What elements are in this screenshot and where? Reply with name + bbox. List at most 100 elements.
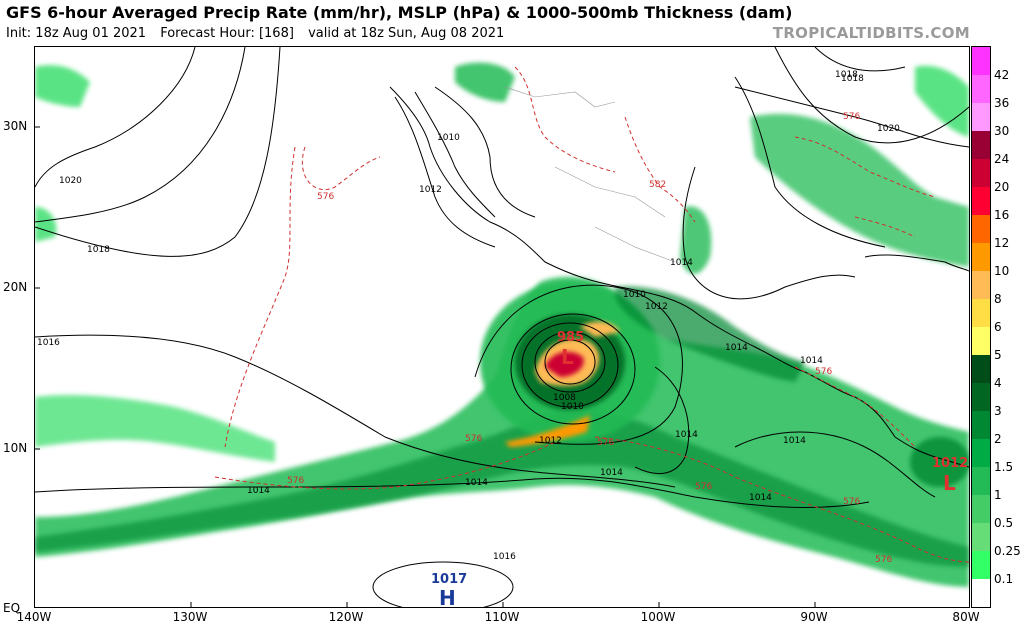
isobar-label: 1014: [465, 478, 488, 488]
isobar-label: 1012: [539, 436, 562, 446]
precip-band-west: [35, 395, 275, 462]
colorbar-label: 1: [994, 488, 1002, 502]
lat-label-30n: 30N: [3, 119, 28, 133]
colorbar-label: 5: [994, 348, 1002, 362]
thickness-label: 576: [465, 434, 482, 444]
isobar-label: 1016: [37, 338, 60, 348]
colorbar-label: 6: [994, 320, 1002, 334]
colorbar-label: 4: [994, 376, 1002, 390]
isobar-label: 1014: [600, 468, 623, 478]
precip-hurricane-north: [580, 321, 620, 337]
colorbar-swatch: [972, 215, 990, 243]
colorbar-swatch: [972, 103, 990, 131]
mexico-state-border-1: [554, 166, 666, 218]
lat-label-10n: 10N: [3, 441, 28, 455]
thickness-576-f: [854, 216, 916, 238]
colorbar-swatch: [972, 243, 990, 271]
thickness-label: 576: [875, 555, 892, 565]
colorbar-swatch: [972, 131, 990, 159]
lon-label-120w: 120W: [328, 610, 364, 624]
lon-label-140w: 140W: [16, 610, 52, 624]
forecast-hour: Forecast Hour: [168]: [160, 26, 294, 41]
colorbar-swatch: [972, 271, 990, 299]
colorbar-label: 1.5: [994, 460, 1014, 474]
isobar-label: 1010: [437, 133, 460, 143]
colorbar-swatch: [972, 327, 990, 355]
thickness-582-b: [624, 116, 696, 223]
precip-layer: [35, 62, 970, 587]
isobar-label: 1014: [749, 493, 772, 503]
baja-coastline: [414, 91, 496, 218]
us-gulf-coastline: [734, 86, 970, 148]
isobar-label: 1008: [553, 393, 576, 403]
isobar-1018-b: [34, 46, 281, 257]
high-pressure-symbol: H: [439, 586, 456, 607]
colorbar-swatch: [972, 187, 990, 215]
isobar-1014-a: [34, 477, 870, 508]
colorbar-label: 24: [994, 152, 1010, 166]
thickness-lines: [214, 66, 970, 563]
colorbar-label: 0.25: [994, 544, 1021, 558]
map-panel: 1018 1020 1018 1016 1014 1014 1014 1016 …: [34, 46, 970, 613]
colorbar-swatch: [972, 299, 990, 327]
isobar-1008: [521, 322, 619, 408]
precip-caribbean-low: [910, 437, 970, 487]
colorbar-swatch: [972, 159, 990, 187]
thickness-label: 576: [815, 367, 832, 377]
watermark: TROPICALTIDBITS.COM: [772, 24, 970, 42]
us-mexico-border: [504, 86, 616, 108]
isobar-label: 1020: [877, 124, 900, 134]
chart-subtitle: Init: 18z Aug 01 2021 Forecast Hour: [16…: [6, 26, 514, 41]
precip-patch-w: [35, 207, 57, 242]
precip-hurricane-eyewall: [545, 351, 584, 377]
isobar-label: 1014: [783, 436, 806, 446]
high-pressure-value: 1017: [431, 572, 467, 587]
pressure-centers: 985 L 1012 L 1017 H: [431, 330, 968, 610]
chart-title: GFS 6-hour Averaged Precip Rate (mm/hr),…: [6, 3, 793, 22]
thickness-576-g: [794, 366, 916, 448]
precip-gulf: [750, 113, 969, 267]
thickness-576-d: [594, 436, 970, 563]
isobar-1016: [34, 334, 676, 488]
low-pressure-symbol-caribbean: L: [943, 471, 956, 495]
state-borders: [504, 86, 676, 263]
isobar-1018-east: [814, 46, 906, 72]
thickness-label: 582: [649, 180, 666, 190]
colorbar-label: 10: [994, 264, 1010, 278]
valid-time: valid at 18z Sun, Aug 08 2021: [308, 26, 505, 41]
colorbar-swatch: [972, 579, 990, 607]
thickness-576-b: [224, 146, 296, 448]
colorbar-swatch: [972, 383, 990, 411]
init-time: Init: 18z Aug 01 2021: [6, 26, 147, 41]
isobar-label: 1020: [59, 176, 82, 186]
colorbar-swatch: [972, 439, 990, 467]
axis-ticks: [35, 126, 816, 607]
colorbar-swatch: [972, 75, 990, 103]
isobars: [34, 46, 970, 613]
thickness-label: 576: [695, 482, 712, 492]
lon-label-100w: 100W: [640, 610, 676, 624]
colorbar-label: 16: [994, 208, 1010, 222]
isobar-label: 1012: [645, 302, 668, 312]
isobar-label: 1014: [800, 356, 823, 366]
colorbar-swatch: [972, 411, 990, 439]
precip-band-core: [35, 410, 969, 567]
colorbar-label: 20: [994, 180, 1010, 194]
isobar-label: 1010: [561, 402, 584, 412]
isobar-label: 1014: [725, 343, 748, 353]
low-pressure-value-caribbean: 1012: [932, 456, 968, 471]
lon-label-90w: 90W: [800, 610, 828, 624]
isobar-label: 1018: [835, 70, 858, 80]
coastlines: [389, 86, 970, 468]
thickness-label: 576: [287, 476, 304, 486]
isobar-label: 1016: [493, 552, 516, 562]
cuba-outline: [864, 254, 970, 272]
isobar-label: 1014: [670, 258, 693, 268]
colorbar-swatch: [972, 495, 990, 523]
thickness-576-e: [794, 136, 936, 198]
thickness-labels: 576 576 576 576 576 582 576 576 576 576: [287, 112, 892, 565]
thickness-label: 576: [597, 438, 614, 448]
isobar-labels: 1018 1020 1018 1016 1014 1014 1014 1016 …: [37, 70, 900, 562]
isobar-label: 1010: [623, 290, 646, 300]
isobar-label: 1012: [419, 185, 442, 195]
